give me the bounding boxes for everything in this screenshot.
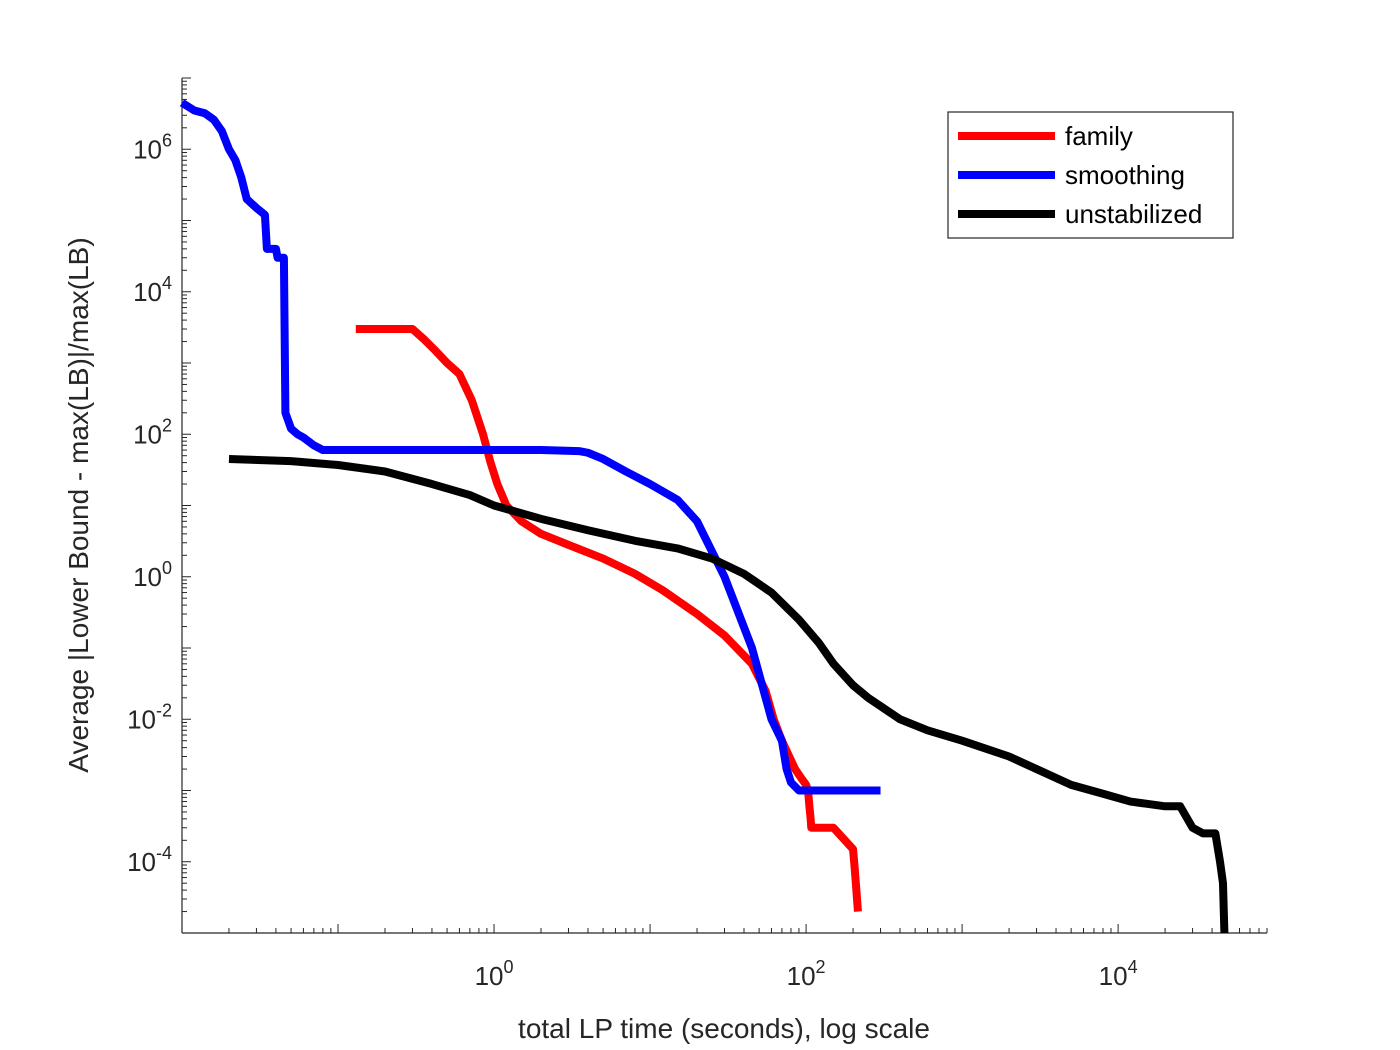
y-axis-label: Average |Lower Bound - max(LB)|/max(LB) [63, 237, 94, 772]
legend-label-family: family [1065, 121, 1133, 151]
series-line-family [355, 325, 862, 912]
series-line-smoothing [179, 99, 881, 795]
series-line-unstabilized [228, 454, 1229, 934]
y-tick-labels: 10-4 10-2 100 102 104 106 [127, 130, 172, 877]
y-tick-label: 106 [133, 130, 172, 164]
x-tick-label: 104 [1099, 957, 1138, 991]
series-lines [179, 99, 1229, 934]
legend: family smoothing unstabilized [947, 111, 1234, 239]
legend-label-smoothing: smoothing [1065, 160, 1185, 190]
y-tick-label: 100 [133, 558, 172, 592]
y-tick-label: 10-2 [127, 700, 172, 734]
x-minor-ticks [181, 924, 1268, 933]
y-tick-label: 10-4 [127, 843, 172, 877]
x-tick-label: 102 [787, 957, 826, 991]
plot-area: 100 102 104 10-4 10-2 100 102 104 106 [127, 77, 1268, 991]
x-tick-label: 100 [475, 957, 514, 991]
y-minor-ticks [182, 77, 191, 934]
y-tick-label: 104 [133, 273, 172, 307]
legend-label-unstabilized: unstabilized [1065, 199, 1202, 229]
x-tick-labels: 100 102 104 [475, 957, 1138, 991]
x-axis-label: total LP time (seconds), log scale [518, 1013, 930, 1044]
y-tick-label: 102 [133, 415, 172, 449]
